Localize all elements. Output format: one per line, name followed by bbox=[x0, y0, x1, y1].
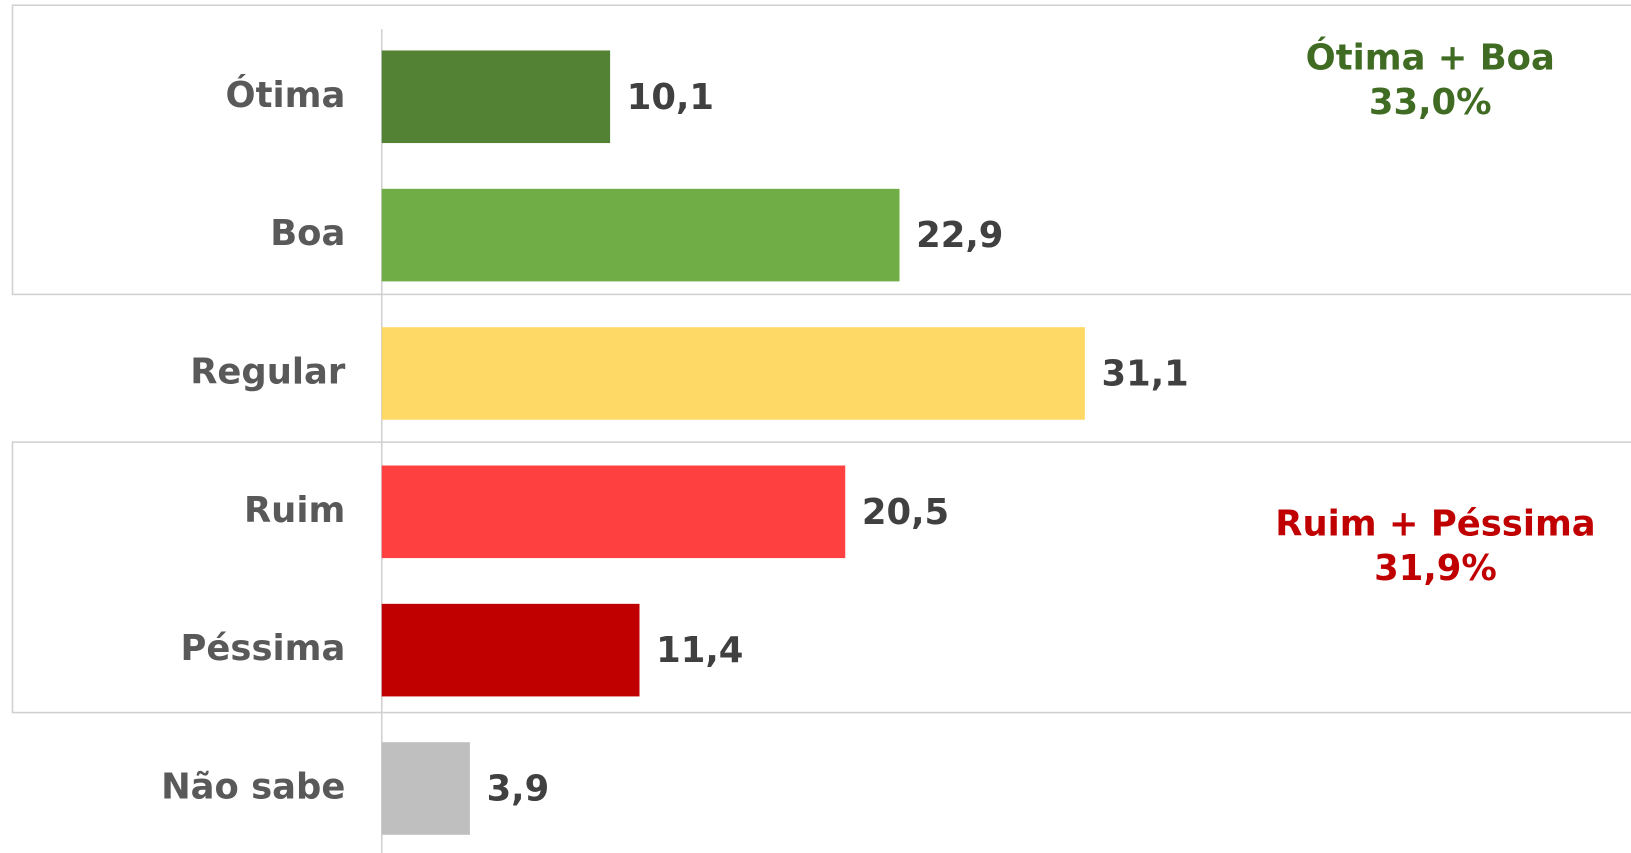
value-label: 31,1 bbox=[1102, 354, 1189, 395]
group-box bbox=[11, 4, 1631, 296]
value-label: 10,1 bbox=[627, 77, 714, 118]
annotation: 33,0% bbox=[1369, 82, 1492, 123]
category-label: Ruim bbox=[244, 490, 345, 531]
bar bbox=[381, 465, 846, 559]
category-label: Não sabe bbox=[161, 766, 345, 807]
bar bbox=[381, 742, 470, 835]
bar bbox=[381, 327, 1085, 420]
value-label: 22,9 bbox=[916, 215, 1003, 256]
bar bbox=[381, 603, 640, 697]
category-label: Regular bbox=[190, 351, 346, 392]
value-label: 3,9 bbox=[487, 769, 550, 810]
annotation: Ótima + Boa bbox=[1306, 36, 1555, 78]
bar bbox=[381, 50, 611, 144]
value-label: 20,5 bbox=[862, 492, 949, 533]
category-label: Ótima bbox=[226, 74, 346, 116]
value-label: 11,4 bbox=[656, 630, 743, 671]
group-box bbox=[11, 441, 1631, 714]
category-label: Boa bbox=[270, 213, 345, 254]
annotation: Ruim + Péssima bbox=[1275, 503, 1595, 544]
bar bbox=[381, 188, 900, 282]
annotation: 31,9% bbox=[1374, 548, 1497, 589]
category-label: Péssima bbox=[181, 628, 346, 669]
